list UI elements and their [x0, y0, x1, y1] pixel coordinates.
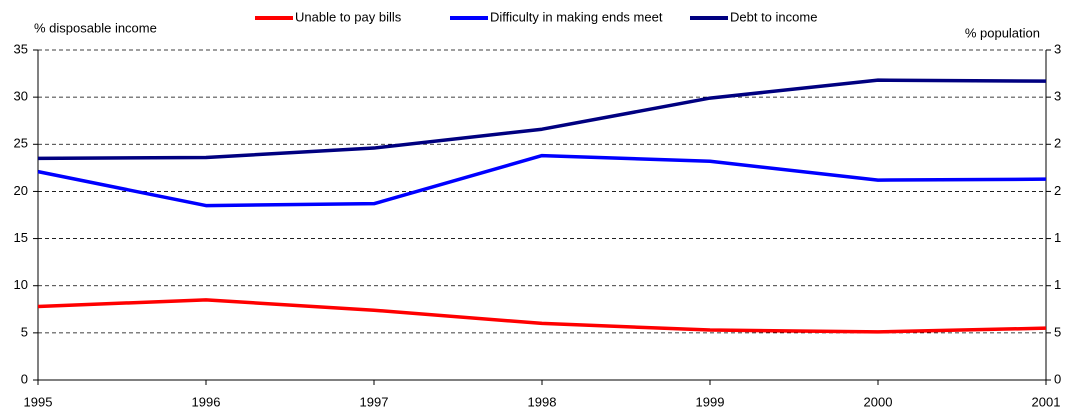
y-tick-label: 5 — [21, 324, 28, 339]
x-tick-label: 2001 — [1032, 394, 1061, 409]
x-tick-label: 1996 — [192, 394, 221, 409]
series-line — [37, 298, 1047, 334]
series-line — [37, 153, 1047, 208]
y-tick-label: 15 — [14, 230, 28, 245]
y2-tick-label: 2 — [1054, 136, 1061, 151]
series-line — [37, 78, 1047, 161]
y-tick-label: 35 — [14, 41, 28, 56]
y-tick-label: 20 — [14, 183, 28, 198]
x-tick-label: 1997 — [360, 394, 389, 409]
y2-tick-label: 3 — [1054, 89, 1061, 104]
legend-label: Debt to income — [730, 9, 817, 24]
y-tick-label: 0 — [21, 371, 28, 386]
y2-tick-label: 5 — [1054, 324, 1061, 339]
y-tick-label: 25 — [14, 136, 28, 151]
y2-tick-label: 0 — [1054, 371, 1061, 386]
legend-label: Unable to pay bills — [295, 9, 402, 24]
y-tick-label: 30 — [14, 89, 28, 104]
y2-tick-label: 1 — [1054, 277, 1061, 292]
y2-axis-title: % population — [965, 25, 1040, 40]
x-tick-label: 1995 — [24, 394, 53, 409]
x-tick-label: 1999 — [696, 394, 725, 409]
y2-tick-label: 1 — [1054, 230, 1061, 245]
y-axis-title: % disposable income — [34, 20, 157, 35]
y-tick-label: 10 — [14, 277, 28, 292]
y2-tick-label: 2 — [1054, 183, 1061, 198]
x-tick-label: 1998 — [528, 394, 557, 409]
x-tick-label: 2000 — [864, 394, 893, 409]
y2-tick-label: 3 — [1054, 41, 1061, 56]
legend-label: Difficulty in making ends meet — [490, 9, 663, 24]
